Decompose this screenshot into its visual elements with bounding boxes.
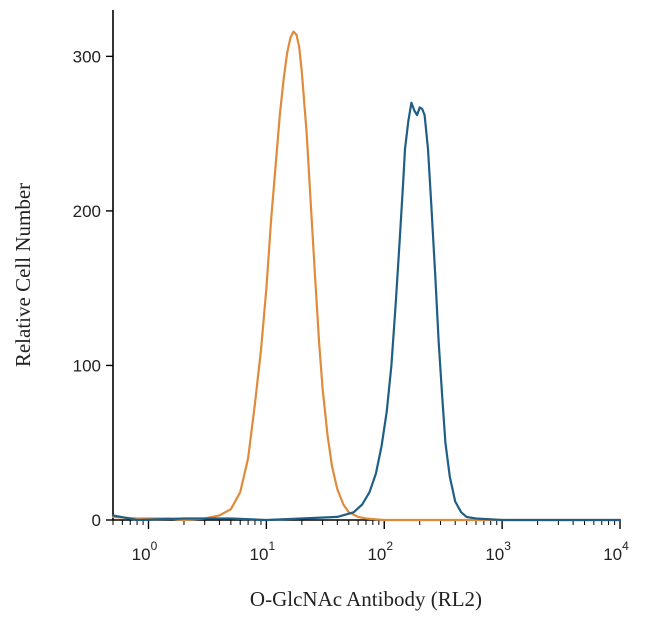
y-tick-label: 200 xyxy=(73,202,101,221)
x-tick-base: 10 xyxy=(367,545,386,564)
x-tick-exponent: 3 xyxy=(504,539,511,553)
x-tick-label: 102 xyxy=(367,539,393,564)
x-tick-exponent: 2 xyxy=(386,539,393,553)
x-axis-ticks: 100 101 102 103 104 xyxy=(112,520,629,564)
y-tick-label: 100 xyxy=(73,356,101,375)
x-tick-label: 103 xyxy=(485,539,511,564)
x-tick-label: 104 xyxy=(603,539,629,564)
y-tick-label: 300 xyxy=(73,47,101,66)
x-tick-label: 101 xyxy=(250,539,276,564)
histogram-line-blue xyxy=(111,101,622,522)
x-tick-exponent: 1 xyxy=(268,539,275,553)
x-tick-base: 10 xyxy=(250,545,269,564)
x-tick-label: 100 xyxy=(132,539,158,564)
plot-frame xyxy=(112,10,620,521)
y-axis-ticks: 0 100 200 300 xyxy=(73,47,113,530)
x-tick-exponent: 4 xyxy=(622,539,629,553)
y-axis-label: Relative Cell Number xyxy=(11,183,35,367)
x-axis-label: O-GlcNAc Antibody (RL2) xyxy=(250,587,482,611)
y-tick-label: 0 xyxy=(92,511,101,530)
x-tick-exponent: 0 xyxy=(151,539,158,553)
histogram-series xyxy=(111,30,622,522)
histogram-line-orange xyxy=(111,30,622,522)
x-tick-base: 10 xyxy=(485,545,504,564)
x-tick-base: 10 xyxy=(603,545,622,564)
x-tick-base: 10 xyxy=(132,545,151,564)
